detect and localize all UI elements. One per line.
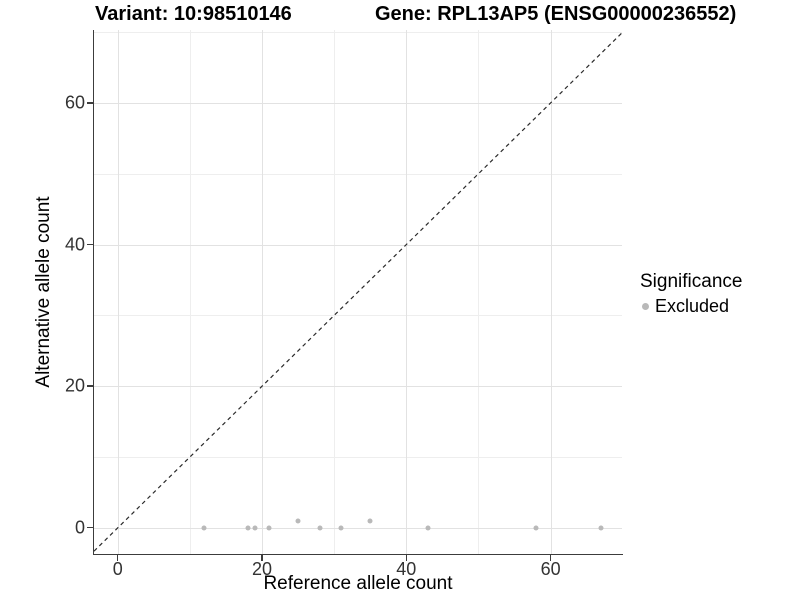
gridline-minor-horizontal — [94, 456, 622, 458]
gridline-minor-vertical — [478, 30, 480, 554]
y-axis-tick-label: 20 — [64, 375, 85, 396]
x-axis-tick-label: 0 — [112, 559, 123, 579]
data-point — [201, 525, 207, 531]
gridline-minor-horizontal — [94, 32, 622, 34]
gridline-minor-vertical — [334, 30, 336, 554]
y-axis-tick-label: 60 — [64, 92, 85, 113]
y-axis-label: Alternative allele count — [33, 196, 54, 388]
x-axis-tick — [405, 555, 408, 561]
y-axis-tick — [87, 385, 93, 387]
variant-title: Variant: 10:98510146 — [95, 3, 292, 25]
gridline-major-horizontal — [94, 527, 622, 529]
data-point — [533, 525, 539, 531]
gene-title: Gene: RPL13AP5 (ENSG00000236552) — [375, 3, 737, 25]
data-point — [317, 525, 323, 531]
legend-item-excluded: Excluded — [640, 296, 742, 317]
y-axis-tick — [87, 243, 93, 246]
gridline-major-vertical — [406, 30, 408, 554]
x-axis-tick — [549, 555, 552, 561]
excluded-point-icon — [642, 303, 649, 310]
plot-panel — [94, 30, 622, 554]
y-axis-tick — [87, 527, 93, 529]
data-point — [245, 525, 251, 531]
data-point — [252, 525, 258, 531]
gridline-major-vertical — [262, 30, 264, 554]
legend: Significance Excluded — [640, 271, 742, 317]
data-point — [425, 525, 431, 531]
y-axis-line — [92, 30, 94, 556]
gridline-major-horizontal — [94, 386, 622, 388]
x-axis-tick — [261, 555, 263, 561]
x-axis-tick — [117, 555, 119, 561]
data-point — [266, 525, 272, 531]
gridline-minor-horizontal — [94, 315, 622, 317]
gridline-major-vertical — [550, 30, 552, 554]
gridline-major-vertical — [117, 30, 119, 554]
data-point — [367, 518, 373, 524]
data-point — [598, 525, 604, 531]
y-axis-tick — [87, 102, 93, 104]
x-axis-tick-label: 60 — [540, 559, 561, 579]
x-axis-label: Reference allele count — [263, 573, 453, 594]
x-axis-tick-label: 40 — [396, 559, 417, 579]
gridline-major-horizontal — [94, 244, 622, 246]
data-point — [295, 518, 301, 524]
gridline-major-horizontal — [94, 102, 622, 104]
y-axis-tick-label: 0 — [74, 517, 85, 538]
data-point — [338, 525, 344, 531]
gridline-minor-vertical — [189, 30, 191, 554]
x-axis-line — [92, 554, 624, 556]
identity-line — [94, 32, 622, 552]
y-axis-tick-label: 40 — [64, 234, 85, 255]
gridline-minor-horizontal — [94, 173, 622, 175]
legend-title: Significance — [640, 271, 743, 292]
x-axis-tick-label: 20 — [252, 559, 273, 579]
legend-item-label: Excluded — [655, 296, 730, 316]
